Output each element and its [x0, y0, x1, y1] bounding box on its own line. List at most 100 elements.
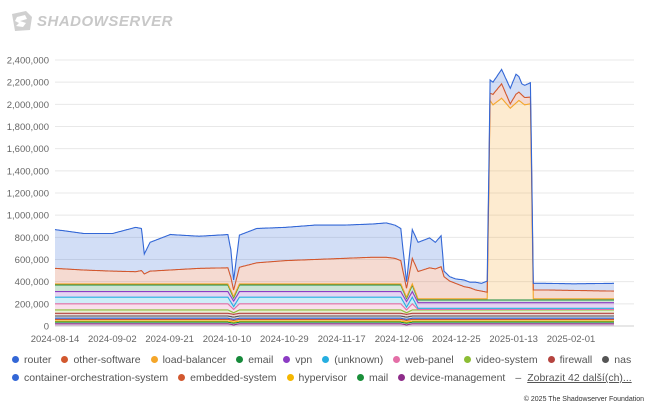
legend-item[interactable]: container-orchestration-system [12, 369, 168, 387]
legend-label: router [24, 354, 52, 366]
y-tick-label: 1,800,000 [7, 122, 49, 133]
legend-label: hypervisor [298, 372, 347, 384]
legend-label: nas [614, 354, 632, 366]
legend-item[interactable]: router [12, 351, 51, 369]
y-tick-label: 2,000,000 [7, 100, 49, 111]
chart-legend: router other-software load-balancer email vp… [12, 351, 642, 387]
line-email [55, 283, 614, 301]
legend-swatch [393, 355, 401, 363]
legend-swatch [150, 355, 158, 363]
area-web-panel [55, 303, 614, 313]
area-firewall [55, 313, 614, 318]
x-tick-label: 2024-08-14 [31, 334, 80, 345]
line-mail [55, 321, 614, 324]
y-tick-label: 1,000,000 [7, 211, 49, 222]
legend-swatch [356, 373, 364, 381]
line-hypervisor [55, 320, 614, 323]
line-firewall [55, 312, 614, 315]
x-tick-label: 2025-02-01 [547, 334, 596, 345]
legend-item[interactable]: video-system [463, 351, 538, 369]
legend-swatch [602, 355, 610, 363]
legend-label: video-system [475, 354, 538, 366]
y-tick-label: 1,400,000 [7, 166, 49, 177]
x-tick-label: 2024-10-10 [203, 334, 252, 345]
legend-swatch [398, 373, 406, 381]
y-tick-label: 2,200,000 [7, 78, 49, 89]
legend-swatch [283, 355, 291, 363]
legend-item[interactable]: email [236, 351, 273, 369]
legend-label: firewall [559, 354, 593, 366]
x-tick-label: 2025-01-13 [489, 334, 538, 345]
stacked-area-chart: 0 200,000 400,000 600,000 800,000 1,000,000 1,… [7, 56, 634, 345]
legend-swatch [12, 373, 19, 381]
legend-item[interactable]: device-management [398, 369, 505, 387]
y-tick-label: 600,000 [15, 255, 49, 266]
legend-item[interactable]: mail [356, 369, 389, 387]
x-tick-label: 2024-09-02 [88, 334, 137, 345]
y-axis-ticks: 0 200,000 400,000 600,000 800,000 1,000,000 1,… [7, 56, 49, 333]
legend-label: vpn [295, 354, 313, 366]
area-load-balancer [55, 98, 614, 300]
y-tick-label: 0 [44, 322, 49, 333]
x-tick-label: 2024-12-25 [432, 334, 481, 345]
legend-item[interactable]: vpn [283, 351, 312, 369]
legend-label: email [248, 354, 274, 366]
line-unknown [55, 296, 614, 309]
copyright-text: © 2025 The Shadowserver Foundation [523, 396, 644, 403]
y-tick-label: 200,000 [15, 299, 49, 310]
legend-swatch [322, 355, 330, 363]
legend-swatch [12, 355, 19, 363]
area-email [55, 285, 614, 303]
line-web-panel [55, 302, 614, 311]
line-container-orchestration-system [55, 317, 614, 320]
legend-item[interactable]: other-software [61, 351, 141, 369]
legend-item[interactable]: load-balancer [150, 351, 227, 369]
y-tick-label: 800,000 [15, 233, 49, 244]
legend-swatch [286, 373, 294, 381]
legend-label: device-management [410, 372, 506, 384]
legend-swatch [547, 355, 555, 363]
legend-label: load-balancer [162, 354, 227, 366]
x-tick-label: 2024-09-21 [145, 334, 194, 345]
legend-label: mail [368, 372, 389, 384]
legend-swatch [463, 355, 471, 363]
y-tick-label: 2,400,000 [7, 56, 49, 67]
chart-grid [55, 59, 634, 327]
y-tick-label: 1,600,000 [7, 144, 49, 155]
line-router [54, 68, 614, 285]
y-tick-label: 1,200,000 [7, 189, 49, 200]
brand-logo[interactable]: SHADOWSERVER [10, 8, 173, 34]
legend-item[interactable]: embedded-system [178, 369, 277, 387]
x-tick-label: 2024-10-29 [260, 334, 309, 345]
line-vpn [55, 290, 614, 304]
legend-label: web-panel [405, 354, 454, 366]
legend-label: other-software [73, 354, 141, 366]
shadowserver-logo-icon [12, 11, 32, 31]
x-tick-label: 2024-11-17 [318, 334, 366, 345]
legend-more-link[interactable]: Zobrazit 42 další(ch)... [527, 372, 632, 384]
legend-item[interactable]: web-panel [393, 351, 454, 369]
line-nas [55, 315, 614, 318]
brand-name: SHADOWSERVER [37, 12, 174, 30]
legend-swatch [178, 373, 186, 381]
legend-label: container-orchestration-system [24, 372, 169, 384]
area-vpn [55, 291, 614, 309]
line-load-balancer [55, 97, 614, 300]
legend-item[interactable]: hypervisor [286, 369, 347, 387]
line-device-management [55, 323, 614, 326]
legend-item[interactable]: (unknown) [322, 351, 383, 369]
y-tick-label: 400,000 [15, 277, 49, 288]
legend-swatch [61, 355, 69, 363]
chart-lines [54, 68, 614, 326]
area-other-software [55, 83, 614, 299]
legend-swatch [236, 355, 244, 363]
legend-label: embedded-system [190, 372, 277, 384]
legend-label: (unknown) [334, 354, 384, 366]
legend-separator: – [515, 372, 522, 384]
x-tick-label: 2024-12-06 [375, 334, 424, 345]
legend-item[interactable]: firewall [547, 351, 593, 369]
legend-item[interactable]: nas [602, 351, 631, 369]
line-embedded-system [55, 318, 614, 322]
line-other-software [55, 82, 614, 293]
x-axis-ticks: 2024-08-14 2024-09-02 2024-09-21 2024-10-10… [31, 334, 596, 345]
